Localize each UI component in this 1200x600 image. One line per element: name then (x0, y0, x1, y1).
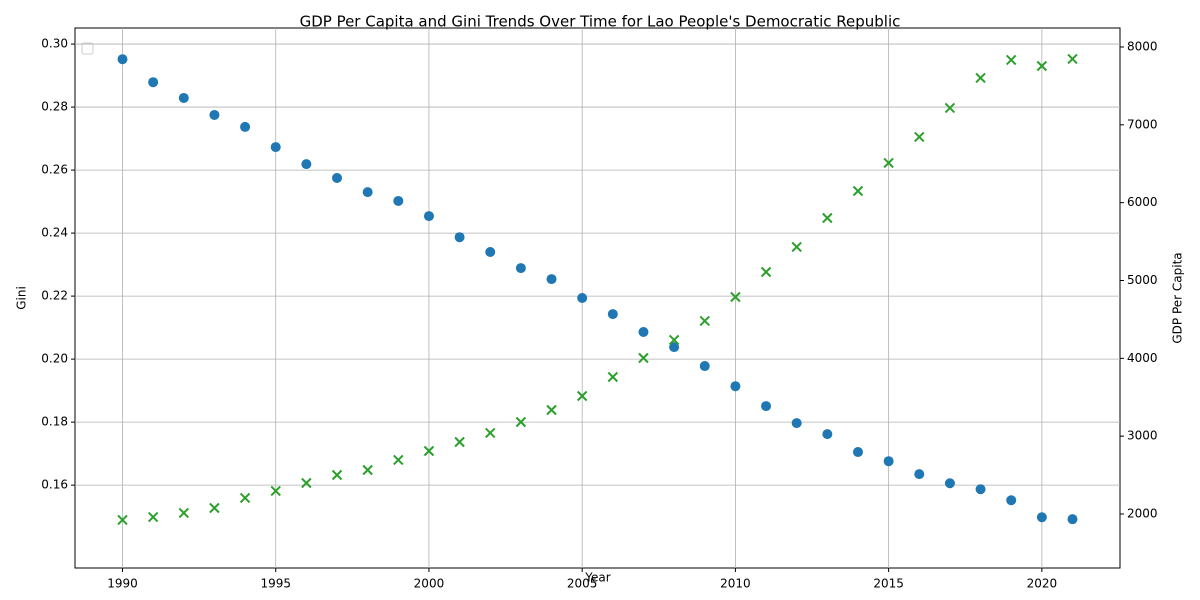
x-tick-label: 2010 (720, 577, 751, 591)
y-tick-label: 0.26 (41, 163, 68, 177)
point (975, 484, 986, 495)
x-marker (822, 212, 833, 224)
legend-box (81, 42, 94, 55)
y-tick-label: 0.28 (41, 100, 68, 114)
point (515, 263, 526, 274)
x-marker (883, 157, 894, 169)
x-marker (362, 464, 373, 476)
x-marker (699, 315, 710, 327)
x-marker (760, 266, 772, 278)
point (607, 309, 618, 320)
point (393, 195, 404, 206)
x-marker (791, 241, 802, 253)
x-marker (178, 507, 189, 519)
point (362, 187, 373, 198)
x-marker (485, 427, 496, 439)
y-axis-label: Gini (15, 286, 29, 310)
x-marker (1036, 60, 1048, 72)
point (117, 54, 128, 65)
x-tick-label: 1990 (107, 577, 138, 591)
x-marker (546, 404, 557, 416)
x-marker (239, 492, 251, 504)
x-marker (301, 477, 312, 489)
x-marker (209, 502, 220, 514)
y2-tick-label: 7000 (1127, 117, 1158, 131)
y2-tick-label: 6000 (1127, 195, 1158, 209)
point (209, 109, 220, 120)
point (240, 121, 251, 132)
x-marker (423, 445, 435, 457)
point (822, 429, 833, 440)
point (852, 447, 863, 458)
y2-tick-label: 5000 (1127, 273, 1158, 287)
x-marker (668, 334, 680, 346)
point (1067, 514, 1078, 525)
point (423, 211, 434, 222)
x-marker (1067, 53, 1078, 65)
point (883, 456, 894, 467)
y-tick-label: 0.20 (41, 352, 68, 366)
x-marker (454, 436, 465, 448)
point (699, 361, 710, 372)
x-marker (975, 72, 986, 84)
point (791, 418, 802, 429)
x-marker (730, 291, 741, 303)
y-tick-label: 0.30 (41, 37, 68, 51)
x-marker (270, 485, 281, 497)
point (270, 142, 281, 153)
point (148, 77, 159, 88)
y2-tick-label: 3000 (1127, 429, 1158, 443)
y-tick-label: 0.16 (41, 478, 68, 492)
x-marker (1006, 54, 1017, 66)
x-tick-label: 2000 (414, 577, 445, 591)
x-marker (607, 371, 619, 383)
x-tick-label: 1995 (260, 577, 291, 591)
x-marker (147, 511, 159, 523)
point (485, 247, 496, 258)
y2-tick-label: 4000 (1127, 351, 1158, 365)
point (914, 469, 925, 480)
plot-frame (74, 27, 1121, 569)
point (332, 172, 343, 183)
x-axis-label: Year (584, 571, 610, 585)
y2-tick-label: 2000 (1127, 506, 1158, 520)
point (761, 401, 772, 412)
x-marker (914, 131, 925, 143)
y2-tick-label: 8000 (1127, 39, 1158, 53)
x-marker (852, 185, 864, 197)
y-tick-label: 0.18 (41, 415, 68, 429)
point (1006, 495, 1017, 506)
x-marker (393, 454, 404, 466)
y-tick-label: 0.24 (41, 226, 68, 240)
x-marker (944, 102, 956, 114)
x-marker (117, 514, 128, 526)
x-marker (331, 469, 343, 481)
point (577, 293, 588, 303)
x-tick-label: 2020 (1027, 577, 1058, 591)
y2-axis-label: GDP Per Capita (1171, 252, 1185, 343)
point (178, 92, 189, 103)
x-marker (576, 390, 588, 402)
point (669, 342, 680, 353)
x-tick-label: 2015 (873, 577, 904, 591)
y-tick-label: 0.22 (41, 289, 68, 303)
point (546, 274, 557, 285)
point (944, 478, 955, 489)
point (730, 381, 741, 392)
point (638, 327, 649, 338)
point (1036, 512, 1047, 523)
chart-title: GDP Per Capita and Gini Trends Over Time… (300, 13, 901, 31)
x-marker (515, 416, 527, 428)
point (454, 232, 465, 243)
x-marker (638, 352, 649, 364)
x-tick-label: 2005 (567, 577, 598, 591)
point (301, 159, 312, 170)
